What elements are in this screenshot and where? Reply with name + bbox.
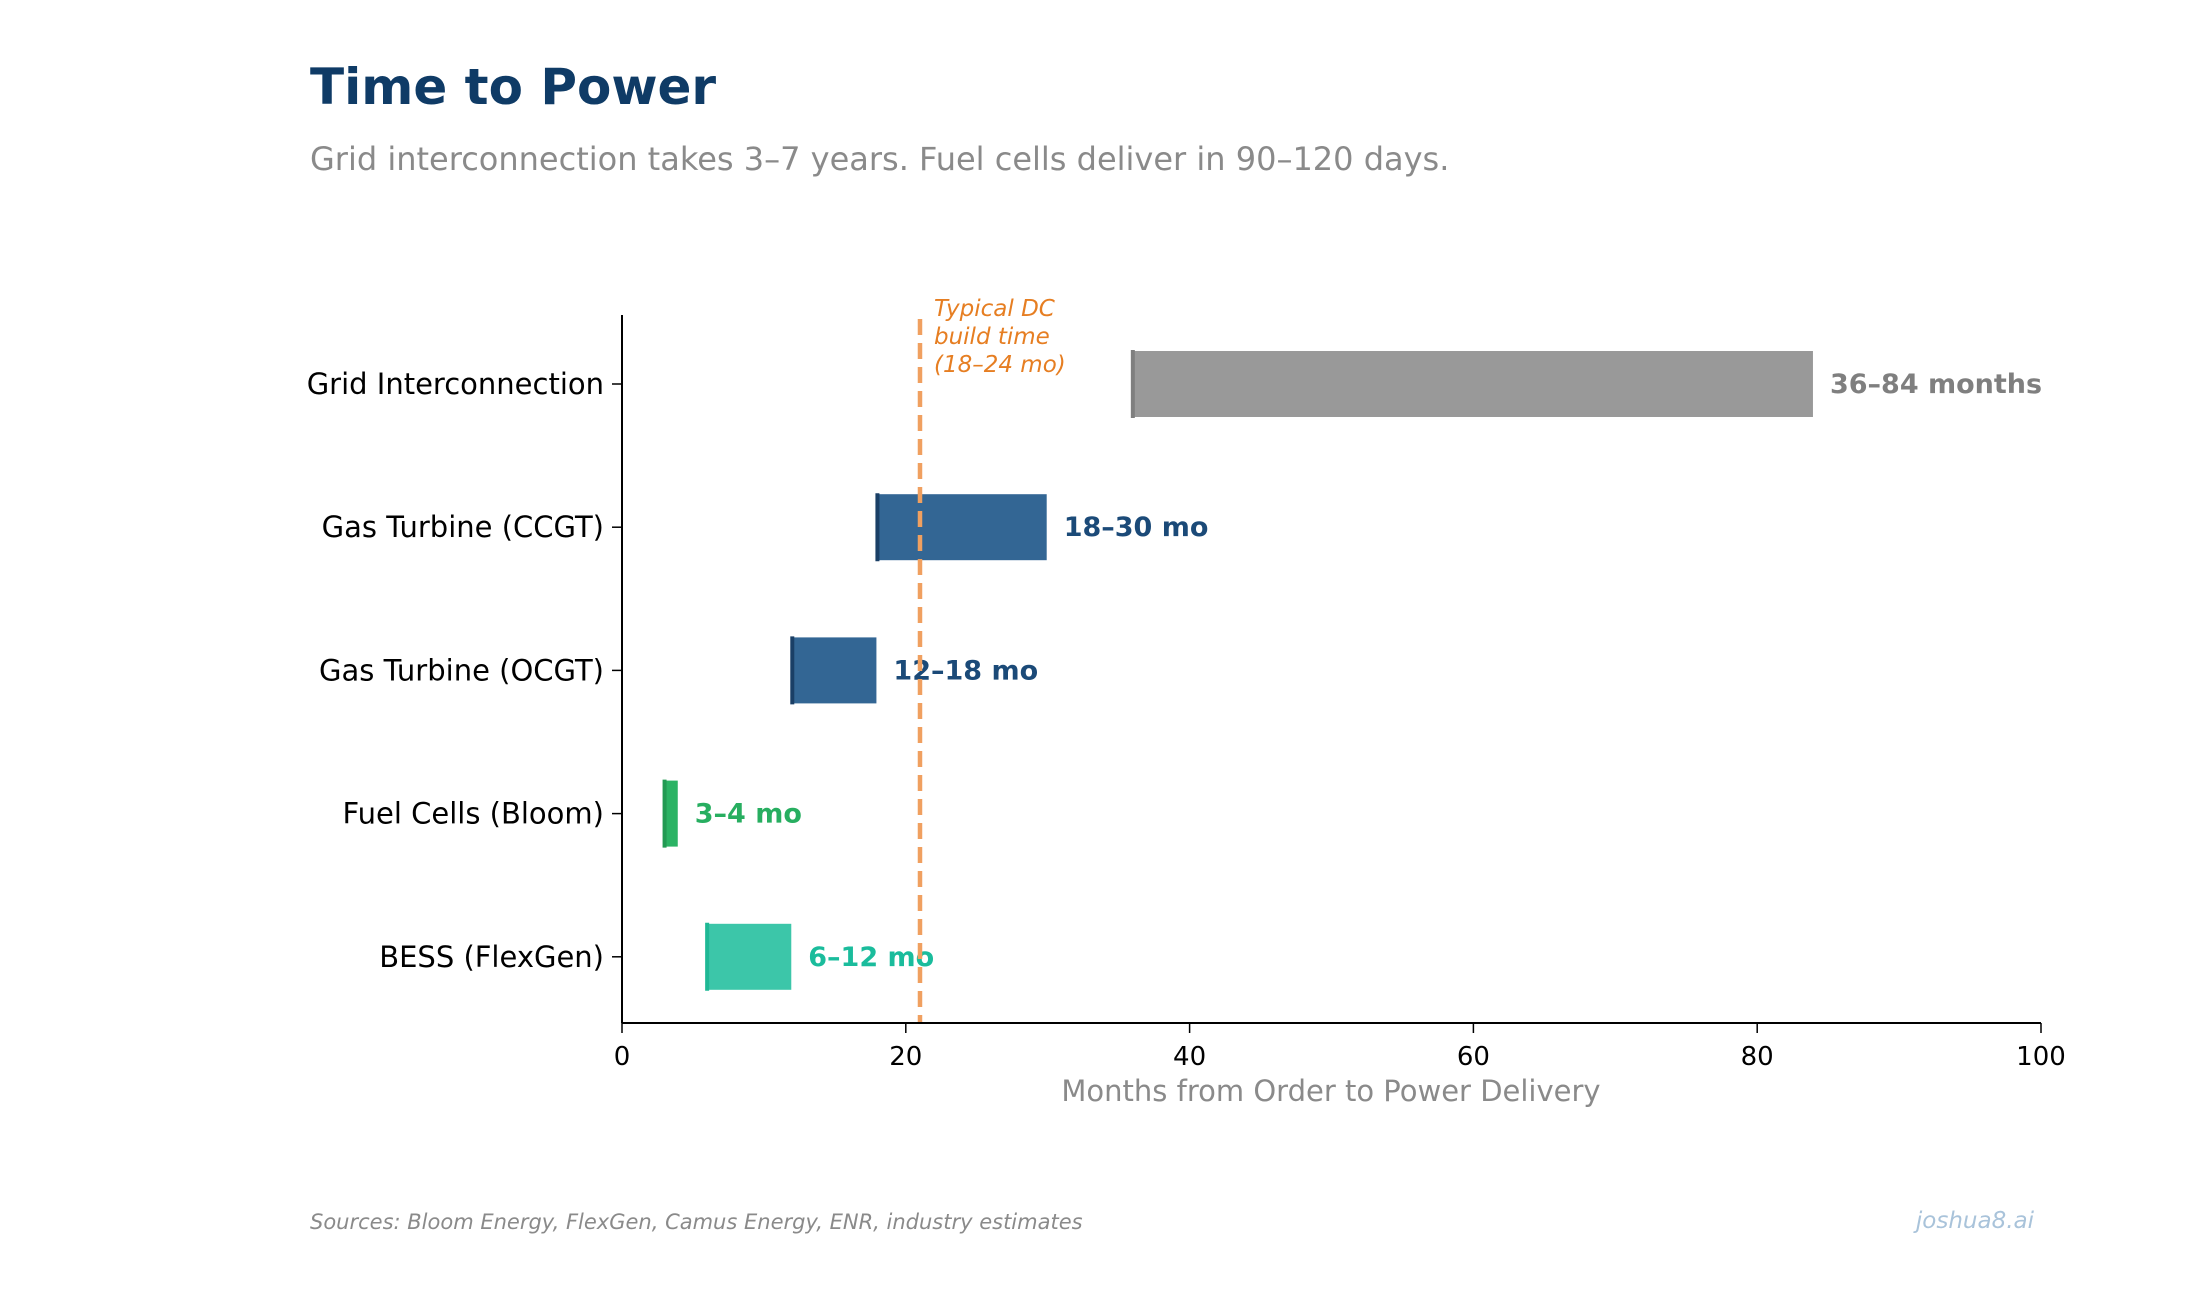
range-label: 36–84 months xyxy=(1830,369,2042,400)
range-label: 18–30 mo xyxy=(1064,512,1209,543)
category-label: Gas Turbine (OCGT) xyxy=(319,653,604,687)
range-label: 6–12 mo xyxy=(808,942,934,973)
range-bar xyxy=(791,635,879,706)
x-axis-label: Months from Order to Power Delivery xyxy=(1061,1074,1600,1108)
reference-line-label: Typical DC build time (18–24 mo) xyxy=(934,296,1066,378)
range-bar xyxy=(663,778,680,849)
x-tick-label: 60 xyxy=(1457,1042,1490,1072)
range-bar xyxy=(1131,349,1815,419)
range-bar xyxy=(876,492,1049,563)
brand-watermark: joshua8.ai xyxy=(1915,1208,2034,1234)
x-tick-label: 20 xyxy=(889,1042,922,1072)
chart-title: Time to Power xyxy=(310,58,717,116)
x-tick-label: 0 xyxy=(614,1042,631,1072)
category-label: BESS (FlexGen) xyxy=(379,940,604,974)
category-label: Gas Turbine (CCGT) xyxy=(322,510,604,544)
category-label: Fuel Cells (Bloom) xyxy=(343,797,604,831)
x-tick-label: 100 xyxy=(2016,1042,2066,1072)
x-tick-label: 80 xyxy=(1741,1042,1774,1072)
range-bar xyxy=(706,921,794,992)
range-label: 3–4 mo xyxy=(695,799,802,830)
category-label: Grid Interconnection xyxy=(307,367,604,401)
x-tick-label: 40 xyxy=(1173,1042,1206,1072)
sources-note: Sources: Bloom Energy, FlexGen, Camus En… xyxy=(310,1210,1083,1234)
range-label: 12–18 mo xyxy=(893,655,1038,686)
chart-subtitle: Grid interconnection takes 3–7 years. Fu… xyxy=(310,140,1450,178)
